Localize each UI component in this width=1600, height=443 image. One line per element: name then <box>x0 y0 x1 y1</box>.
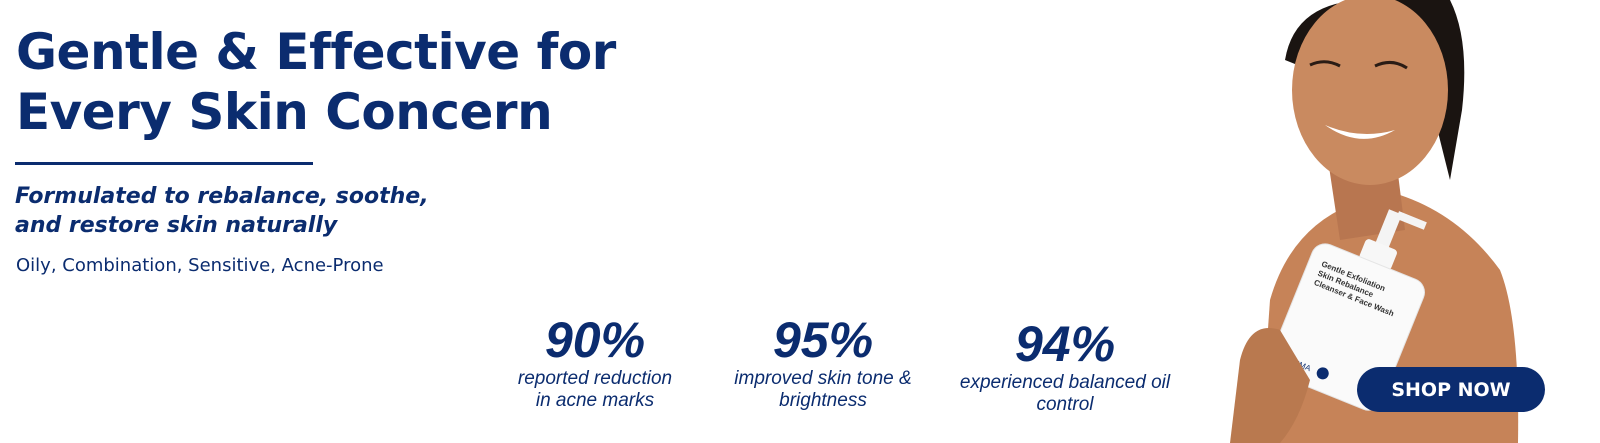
model-hand <box>1230 328 1310 443</box>
model-face <box>1292 0 1448 185</box>
headline-line-1: Gentle & Effective for <box>16 23 616 81</box>
divider <box>15 162 313 165</box>
stat-value: 95% <box>772 312 874 368</box>
subheading-line-1: Formulated to rebalance, soothe, <box>15 184 429 209</box>
stat-desc-line: brightness <box>779 390 867 411</box>
stat-acne: 90% reported reduction in acne marks <box>500 312 690 412</box>
brand-logo-icon <box>1316 367 1329 380</box>
stat-desc-line: control <box>1036 394 1094 415</box>
headline-line-2: Every Skin Concern <box>16 83 553 141</box>
subheading: Formulated to rebalance, soothe, and res… <box>15 182 429 240</box>
stat-value: 90% <box>544 312 646 368</box>
stat-value: 94% <box>1014 316 1116 372</box>
stat-desc-line: improved skin tone & <box>734 368 912 389</box>
stat-desc-line: in acne marks <box>535 390 655 411</box>
stat-oil: 94% experienced balanced oil control <box>940 316 1190 416</box>
model-smile <box>1325 125 1395 139</box>
stat-desc-line: experienced balanced oil <box>959 372 1171 393</box>
skin-types: Oily, Combination, Sensitive, Acne-Prone <box>16 255 384 276</box>
stat-tone: 95% improved skin tone & brightness <box>718 312 928 412</box>
headline: Gentle & Effective for Every Skin Concer… <box>16 22 616 142</box>
subheading-line-2: and restore skin naturally <box>15 213 338 238</box>
stat-desc-line: reported reduction <box>517 368 673 389</box>
shop-now-button[interactable]: SHOP NOW <box>1357 367 1545 412</box>
